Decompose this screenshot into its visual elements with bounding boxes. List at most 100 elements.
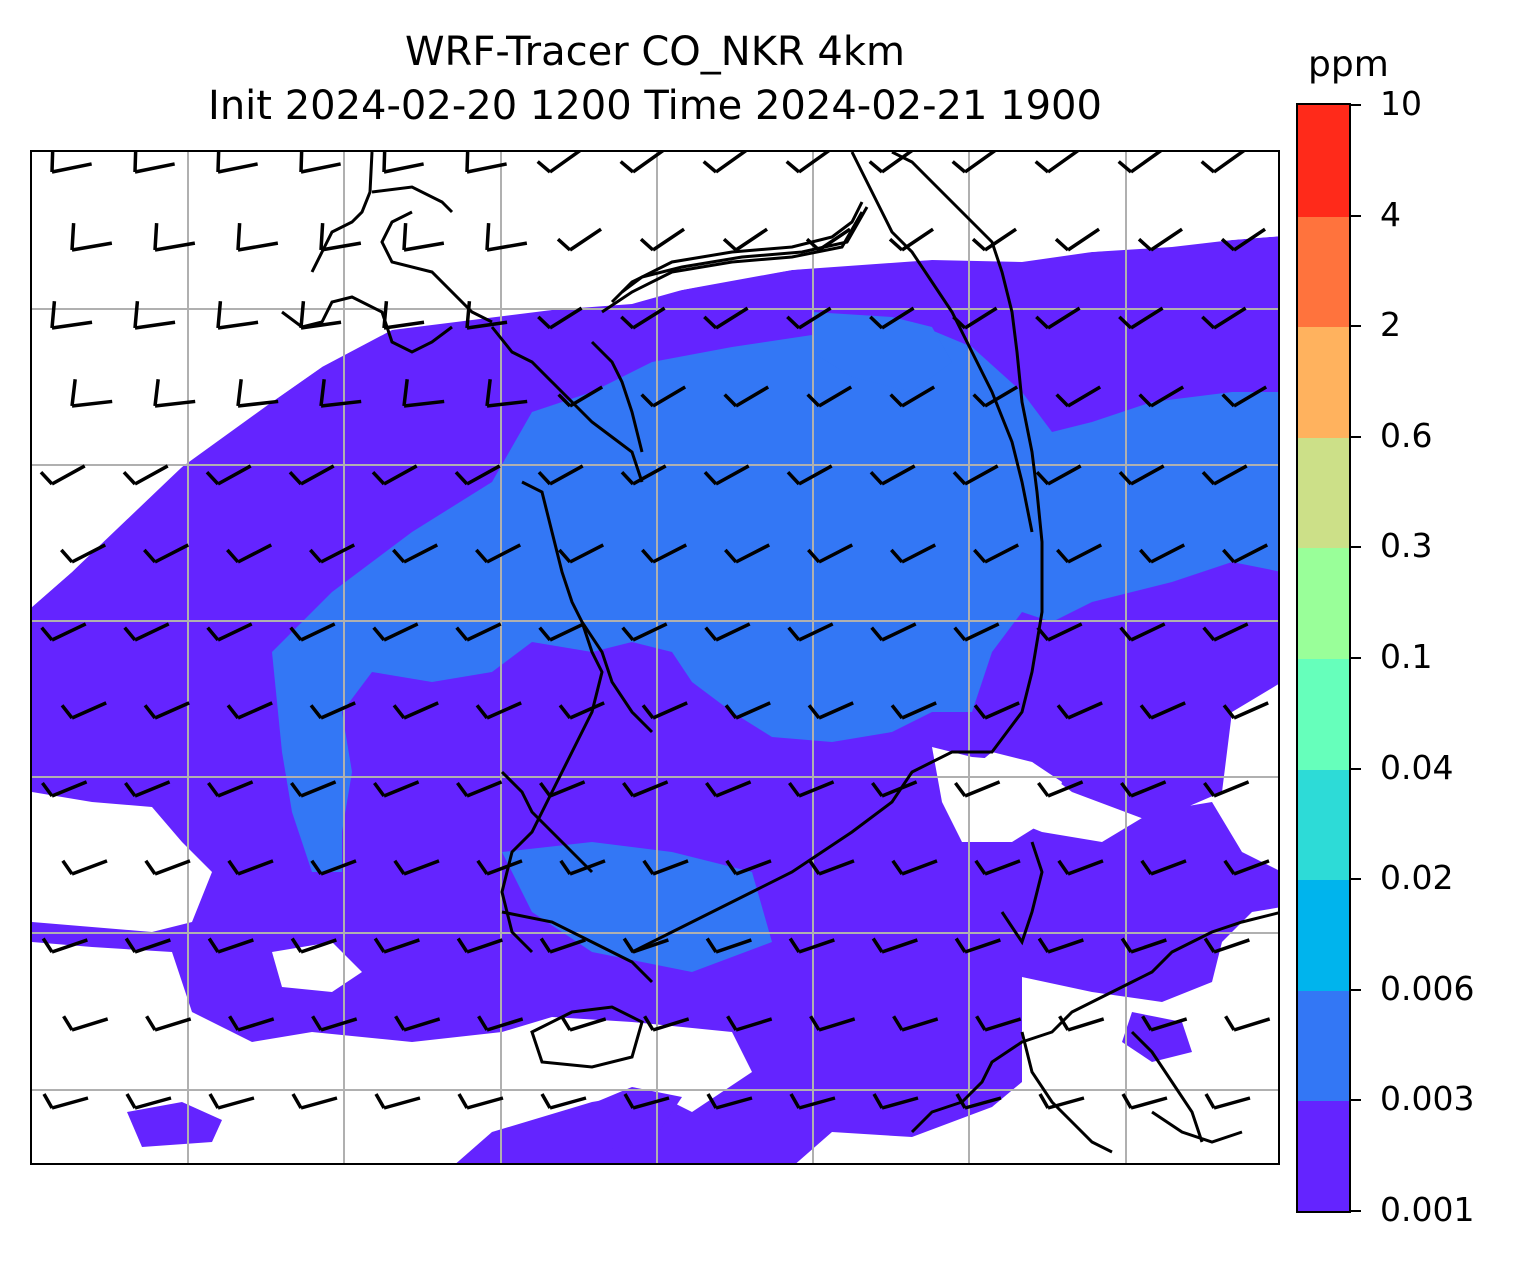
wind-barb [1139,543,1186,564]
wind-barb [1220,227,1267,252]
wind-barb [889,385,936,408]
wind-barb [557,385,604,408]
wind-barb [1202,622,1249,642]
wind-barb [619,152,665,174]
wind-barb [485,223,528,252]
colorbar-tick-label: 0.003 [1380,1079,1475,1119]
tracer-patch-south [127,1102,222,1147]
wind-barb [641,543,688,564]
wind-barb [477,1015,524,1032]
colorbar-band [1298,326,1349,438]
wind-barb [809,1015,856,1032]
wind-barb [392,701,439,720]
wind-barb [1054,227,1101,252]
wind-barb [785,152,831,174]
colorbar-tick-label: 0.001 [1380,1190,1475,1229]
wind-barb [319,379,362,408]
wind-barb [61,859,108,876]
wind-barb [299,152,341,174]
colorbar-unit-label: ppm [1308,44,1389,85]
wind-barb [133,152,175,174]
wind-barb [207,780,254,798]
wind-barb [402,223,445,252]
wind-barb [954,780,1001,798]
wind-barb [539,937,586,954]
wind-barb [807,543,854,564]
wind-barb [288,464,335,486]
wind-barb [402,379,445,408]
colorbar-tick [1351,435,1361,438]
map-title-line2: Init 2024-02-20 1200 Time 2024-02-21 190… [208,83,1102,129]
wind-barb [869,464,916,486]
wind-barb [888,227,935,252]
wind-barb [536,152,582,174]
wind-barb [558,701,605,720]
wind-barb [558,543,605,564]
wind-barb [892,1015,939,1032]
colorbar-tick [1351,325,1361,328]
wind-barb [724,543,771,564]
wind-barb [485,379,528,408]
gridlines [32,152,1278,1163]
wind-barb [382,301,425,330]
wind-barb [622,937,669,954]
wind-barb [226,701,273,720]
wind-barb [475,543,522,564]
wind-barb [206,622,253,642]
wind-barb [703,306,749,330]
wind-barb [50,152,92,174]
colorbar-band [1298,105,1349,217]
wind-barb [50,301,93,330]
wind-barb [455,622,502,642]
wind-barb [311,1015,358,1032]
wind-barb [143,701,190,720]
tracer-area-mid-north [812,312,952,392]
wind-barb [951,152,997,174]
wind-barb [309,701,356,720]
wind-barb [1035,306,1081,330]
wind-barb [236,379,279,408]
wind-barb [539,780,586,798]
wind-barb [216,152,258,174]
wind-barb [1118,306,1164,330]
wind-barb [1200,152,1246,174]
tracer-gap-1 [32,792,212,932]
wind-barb [1037,780,1084,798]
tracer-gap-2 [932,747,1062,842]
wind-barb [153,223,196,252]
wind-barb [299,301,342,330]
colorbar-tick [1351,214,1361,217]
colorbar-tick-label: 2 [1380,305,1401,345]
wind-barb [394,1015,441,1032]
wind-barb [1141,1015,1188,1032]
wind-barb [373,937,420,954]
wind-barb [702,152,748,174]
colorbar-tick [1351,104,1361,106]
wind-barb [393,859,440,876]
map-title-line1: WRF-Tracer CO_NKR 4km [404,29,906,75]
wind-barb [725,859,772,876]
wind-barb [207,937,254,954]
wind-barb [40,622,87,642]
wind-barb [1056,701,1103,720]
wind-barb [971,227,1018,252]
wind-barb [60,543,107,564]
wind-barb [954,937,1001,954]
wind-barb [1118,464,1165,486]
wind-barb [973,543,1020,564]
wind-barb [556,227,603,252]
wind-barb [974,859,1021,876]
wind-barb [1222,701,1269,720]
wind-barb [869,306,915,330]
wind-barb [1121,1093,1168,1110]
wind-barb [538,622,585,642]
wind-barb [806,385,853,408]
wind-barb [60,701,107,720]
colorbar-band [1298,215,1349,328]
wind-barb [1222,543,1269,564]
wind-barb [620,464,667,486]
colorbar-band [1298,879,1349,991]
wind-barb [703,464,750,486]
wind-barb [42,1093,89,1110]
wind-barb [226,543,273,564]
